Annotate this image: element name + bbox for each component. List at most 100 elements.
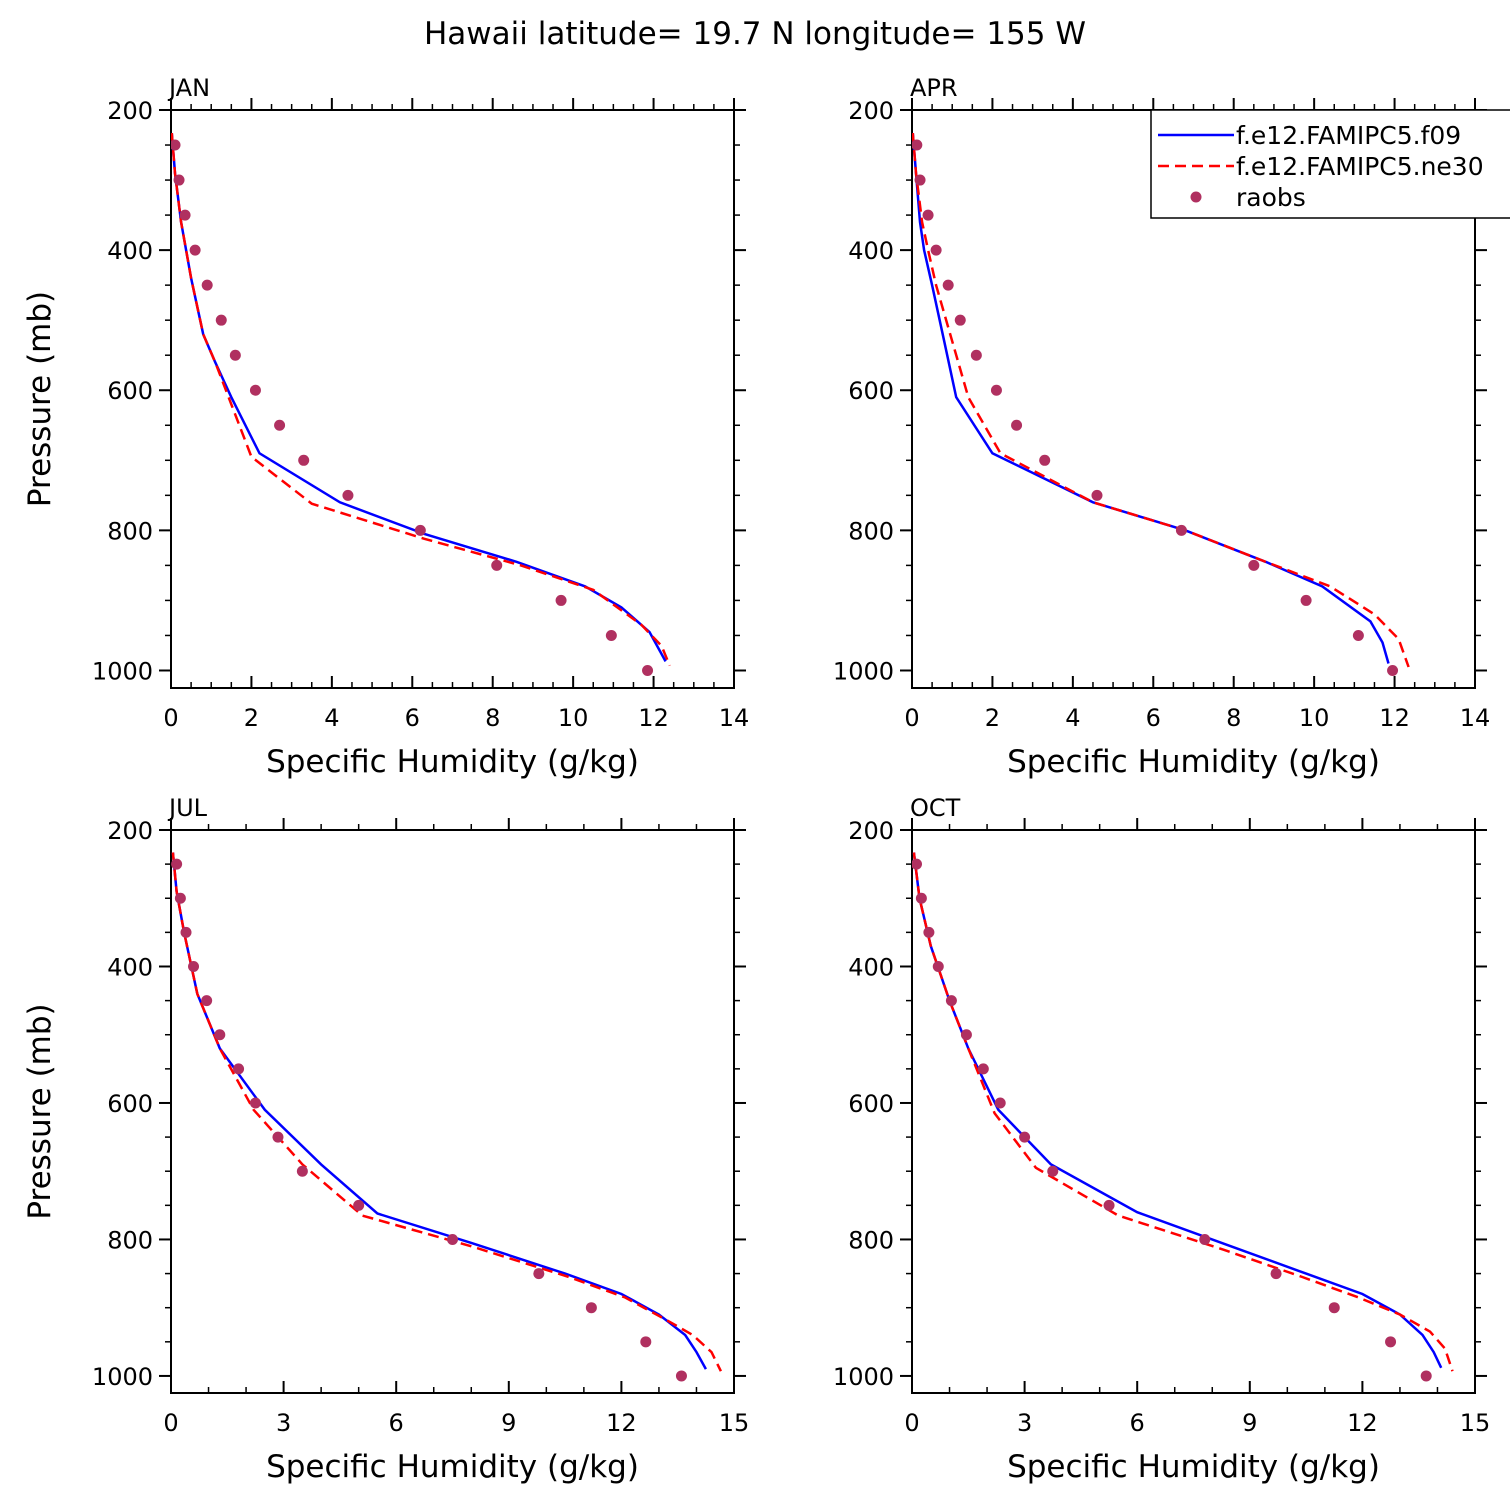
series-line-ne30 — [171, 852, 723, 1372]
x-tick-label: 14 — [1460, 704, 1491, 732]
x-tick-label: 8 — [1226, 704, 1241, 732]
x-tick-label: 9 — [501, 1409, 516, 1437]
raobs-point — [914, 174, 926, 186]
raobs-point — [353, 1199, 365, 1211]
raobs-point — [930, 244, 942, 256]
legend-swatch-raobs — [1190, 191, 1202, 203]
legend-label: f.e12.FAMIPC5.f09 — [1236, 121, 1461, 150]
x-tick-label: 6 — [405, 704, 420, 732]
y-tick-label: 600 — [848, 1090, 894, 1118]
x-tick-label: 12 — [1379, 704, 1410, 732]
y-tick-label: 400 — [848, 237, 894, 265]
raobs-point — [188, 960, 200, 972]
raobs-point — [942, 279, 954, 291]
series-line-f09 — [912, 852, 1443, 1369]
x-tick-label: 2 — [985, 704, 1000, 732]
y-tick-label: 800 — [107, 517, 153, 545]
y-tick-label: 1000 — [833, 657, 894, 685]
raobs-point — [491, 559, 503, 571]
raobs-point — [1199, 1233, 1211, 1245]
x-tick-label: 0 — [163, 704, 178, 732]
raobs-point — [640, 1336, 652, 1348]
raobs-point — [171, 858, 183, 870]
raobs-point — [249, 384, 261, 396]
panel-jul: JUL 0 3 6 9 12 15 200 400 600 800 1000 Specific Humi… — [22, 794, 749, 1485]
raobs-point — [274, 419, 286, 431]
y-tick-label: 400 — [107, 237, 153, 265]
raobs-point — [189, 244, 201, 256]
raobs-point — [1091, 489, 1103, 501]
raobs-point — [233, 1063, 245, 1075]
y-tick-label: 600 — [107, 377, 153, 405]
plot-area — [912, 852, 1454, 1382]
raobs-point — [990, 384, 1002, 396]
raobs-point — [1175, 524, 1187, 536]
raobs-point — [1103, 1199, 1115, 1211]
raobs-point — [180, 926, 192, 938]
y-tick-label: 800 — [848, 517, 894, 545]
series-line-f09 — [171, 852, 707, 1370]
raobs-point — [179, 209, 191, 221]
x-tick-label: 12 — [606, 1409, 637, 1437]
y-tick-label: 200 — [107, 97, 153, 125]
raobs-point — [945, 995, 957, 1007]
panel-oct: OCT 0 3 6 9 12 15 200 400 600 800 1000 Specific Humi… — [833, 794, 1490, 1485]
raobs-point — [296, 1165, 308, 1177]
plot-area — [171, 133, 671, 676]
x-tick-label: 14 — [719, 704, 750, 732]
y-axis-title: Pressure (mb) — [22, 291, 58, 507]
raobs-point — [912, 858, 923, 870]
raobs-point — [171, 139, 181, 151]
plot-frame — [911, 829, 1476, 1394]
x-tick-label: 6 — [1146, 704, 1161, 732]
raobs-point — [1011, 419, 1023, 431]
plot-area — [912, 133, 1410, 676]
raobs-point — [1385, 1336, 1397, 1348]
legend-box — [1150, 109, 1510, 219]
raobs-point — [922, 209, 934, 221]
raobs-point — [272, 1131, 284, 1143]
x-tick-label: 10 — [558, 704, 589, 732]
raobs-point — [215, 314, 227, 326]
raobs-point — [1270, 1268, 1282, 1280]
panel-label: OCT — [910, 794, 961, 822]
x-tick-label: 4 — [1065, 704, 1080, 732]
y-axis-title: Pressure (mb) — [22, 1003, 58, 1219]
raobs-point — [585, 1302, 597, 1314]
panel-label: JUL — [167, 794, 208, 822]
raobs-point — [298, 454, 310, 466]
series-line-f09 — [171, 133, 667, 663]
raobs-point — [201, 995, 213, 1007]
series-line-ne30 — [912, 852, 1454, 1372]
raobs-point — [533, 1268, 545, 1280]
raobs-point — [214, 1029, 226, 1041]
raobs-point — [915, 892, 927, 904]
y-tick-label: 1000 — [92, 657, 153, 685]
x-axis-title: Specific Humidity (g/kg) — [266, 744, 639, 780]
raobs-point — [1039, 454, 1051, 466]
raobs-point — [954, 314, 966, 326]
y-tick-label: 800 — [848, 1226, 894, 1254]
x-tick-label: 6 — [1130, 1409, 1145, 1437]
series-line-ne30 — [171, 133, 671, 667]
y-tick-label: 600 — [107, 1090, 153, 1118]
panel-apr: APR 0 2 4 6 8 10 12 14 200 400 600 800 1000 Specific H… — [833, 74, 1490, 780]
x-tick-label: 15 — [719, 1409, 750, 1437]
y-tick-label: 200 — [848, 97, 894, 125]
raobs-point — [1248, 559, 1260, 571]
x-tick-label: 10 — [1299, 704, 1330, 732]
raobs-point — [994, 1097, 1006, 1109]
x-tick-label: 15 — [1460, 1409, 1491, 1437]
x-tick-label: 3 — [1017, 1409, 1032, 1437]
raobs-point — [174, 892, 186, 904]
x-axis-title: Specific Humidity (g/kg) — [1007, 1449, 1380, 1485]
y-tick-label: 1000 — [833, 1363, 894, 1391]
legend-label: raobs — [1236, 183, 1306, 212]
legend-label: f.e12.FAMIPC5.ne30 — [1236, 152, 1484, 181]
x-tick-label: 12 — [1347, 1409, 1378, 1437]
x-tick-label: 12 — [638, 704, 669, 732]
raobs-point — [642, 664, 654, 676]
